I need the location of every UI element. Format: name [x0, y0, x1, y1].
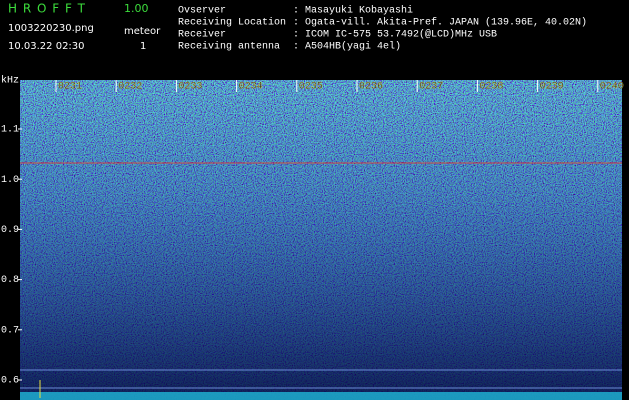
time-label: 0236: [359, 82, 383, 93]
separator: :: [293, 6, 299, 17]
filename: 1003220230.png: [8, 23, 94, 34]
spectrogram: [20, 80, 622, 400]
field-value: ICOM IC-575 53.7492(@LCD)MHz USB: [305, 29, 497, 41]
field-label: Receiving Location: [178, 17, 286, 29]
field-label: Ovserver: [178, 6, 226, 17]
field-label: Receiving antenna: [178, 41, 280, 53]
freq-label: 1.0: [1, 175, 19, 186]
time-label: 0240: [600, 82, 624, 93]
separator: :: [293, 18, 299, 29]
time-label: 0238: [479, 82, 503, 93]
unit-label: kHz: [1, 75, 19, 87]
field-value: A504HB(yagi 4el): [305, 41, 401, 53]
time-label: 0231: [58, 82, 82, 93]
spectrogram-noise: [20, 80, 622, 400]
separator: :: [293, 30, 299, 41]
datetime: 10.03.22 02:30: [8, 41, 85, 52]
time-label: 0234: [239, 82, 263, 93]
axes: 1.1 1.0 0.9 0.8 0.7 0.6 0231 0232 0233 0234 0235 02…: [1, 80, 624, 387]
station-info: Ovserver: Masayuki Kobayashi Receiving Loc…: [178, 5, 587, 53]
version: 1.00: [124, 2, 149, 15]
freq-label: 0.8: [1, 275, 19, 286]
freq-label: 0.9: [1, 225, 19, 236]
time-label: 0233: [178, 82, 202, 93]
separator: :: [293, 42, 299, 53]
time-label: 0237: [419, 82, 443, 93]
count: 1: [140, 41, 146, 52]
noise-floor: [20, 392, 622, 400]
header: H R O F F T 1.00 1003220230.png meteor 1…: [8, 2, 161, 53]
freq-label: 0.6: [1, 376, 19, 387]
field-value: Ogata-vill. Akita-Pref. JAPAN (139.96E, …: [305, 17, 587, 29]
freq-label: 1.1: [1, 125, 19, 136]
time-label: 0232: [118, 82, 142, 93]
field-value: Masayuki Kobayashi: [305, 5, 413, 17]
time-label: 0235: [299, 82, 323, 93]
freq-label: 0.7: [1, 325, 19, 336]
mode: meteor: [124, 26, 161, 37]
time-label: 0239: [540, 82, 564, 93]
app-name: H R O F F T: [8, 2, 86, 16]
field-label: Receiver: [178, 29, 226, 41]
